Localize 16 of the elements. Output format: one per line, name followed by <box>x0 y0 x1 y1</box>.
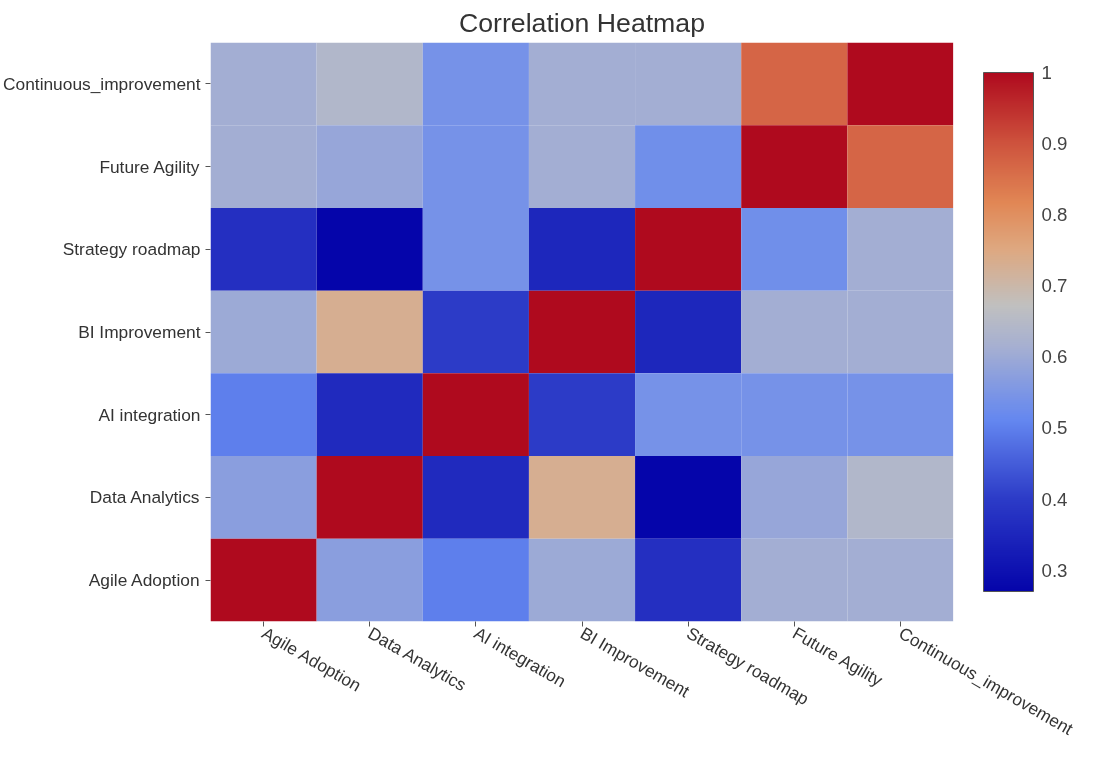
y-tick-label: Strategy roadmap <box>62 239 201 260</box>
chart-title: Correlation Heatmap <box>459 7 705 38</box>
y-tick-label: Continuous_improvement <box>3 73 201 94</box>
color-bar-label: 1 <box>1041 62 1052 83</box>
y-tick-label: Future Agility <box>99 156 200 177</box>
color-bar-label: 0.7 <box>1041 275 1068 297</box>
color-bar-label: 0.3 <box>1041 559 1068 581</box>
y-tick-label: BI Improvement <box>78 322 201 342</box>
color-bar-label: 0.9 <box>1041 133 1068 155</box>
color-bar-label: 0.5 <box>1041 417 1068 439</box>
color-bar-label: 0.6 <box>1041 346 1068 368</box>
color-bar-label: 0.4 <box>1041 488 1068 510</box>
y-tick-label: AI integration <box>98 404 201 425</box>
y-tick-label: Agile Adoption <box>88 570 200 591</box>
color-bar-label: 0.8 <box>1041 204 1068 226</box>
y-tick-label: Data Analytics <box>89 487 200 508</box>
